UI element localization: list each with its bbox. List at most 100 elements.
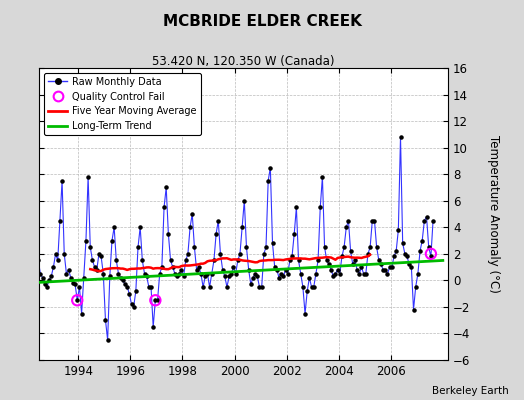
Point [88,257,96,264]
Point [381,266,389,273]
Point [355,270,364,277]
Point [227,270,235,277]
Point [221,273,229,280]
Point [242,244,250,250]
Point [177,266,185,273]
Point [325,261,333,268]
Point [32,218,40,224]
Point [268,240,277,246]
Point [329,273,337,280]
Point [409,306,418,313]
Point [344,218,353,224]
Point [401,251,409,257]
Point [331,270,340,277]
Point [99,270,107,277]
Point [147,284,155,290]
Point [348,261,357,268]
Point [60,251,69,257]
Point [405,261,413,268]
Point [80,274,88,281]
Point [27,251,36,257]
Point [43,284,51,290]
Point [245,266,253,273]
Point [149,324,157,330]
Point [314,257,322,264]
Point [429,218,437,224]
Point [396,134,405,140]
Point [281,266,290,273]
Point [370,218,379,224]
Point [407,264,416,270]
Y-axis label: Temperature Anomaly (°C): Temperature Anomaly (°C) [487,135,500,293]
Point [116,274,125,281]
Point [338,253,346,260]
Point [351,257,359,264]
Point [373,244,381,250]
Point [297,270,305,277]
Point [73,297,81,304]
Point [73,297,81,304]
Point [416,248,424,254]
Point [403,253,411,260]
Point [327,266,335,273]
Point [196,270,205,277]
Point [25,257,34,264]
Point [194,264,203,270]
Point [171,270,179,277]
Point [110,224,118,230]
Point [38,274,47,281]
Point [286,257,294,264]
Point [357,264,366,270]
Point [292,204,301,210]
Point [82,237,90,244]
Point [129,304,138,310]
Point [93,266,101,273]
Point [208,270,216,277]
Point [49,264,58,270]
Point [181,257,190,264]
Point [335,270,344,277]
Point [251,270,259,277]
Point [97,253,105,260]
Point [190,244,199,250]
Point [290,231,298,237]
Point [175,270,183,277]
Point [288,253,296,260]
Point [398,240,407,246]
Point [230,264,238,270]
Point [359,270,368,277]
Point [71,281,79,288]
Point [162,184,170,191]
Point [422,214,431,220]
Point [279,273,288,280]
Point [418,237,427,244]
Point [253,273,261,280]
Point [173,273,181,280]
Point [118,277,127,284]
Point [342,224,351,230]
Point [184,251,192,257]
Point [310,284,318,290]
Point [151,297,159,304]
Point [30,231,38,237]
Point [188,211,196,217]
Point [192,266,201,273]
Point [272,266,281,273]
Point [375,257,383,264]
Point [127,301,136,308]
Point [301,310,309,317]
Point [214,218,223,224]
Point [383,270,391,277]
Point [308,284,316,290]
Text: Berkeley Earth: Berkeley Earth [432,386,508,396]
Point [340,244,348,250]
Point [53,257,62,264]
Point [255,284,264,290]
Point [138,257,147,264]
Title: 53.420 N, 120.350 W (Canada): 53.420 N, 120.350 W (Canada) [152,55,335,68]
Point [123,284,132,290]
Point [240,198,248,204]
Point [84,174,92,180]
Point [112,257,121,264]
Point [362,270,370,277]
